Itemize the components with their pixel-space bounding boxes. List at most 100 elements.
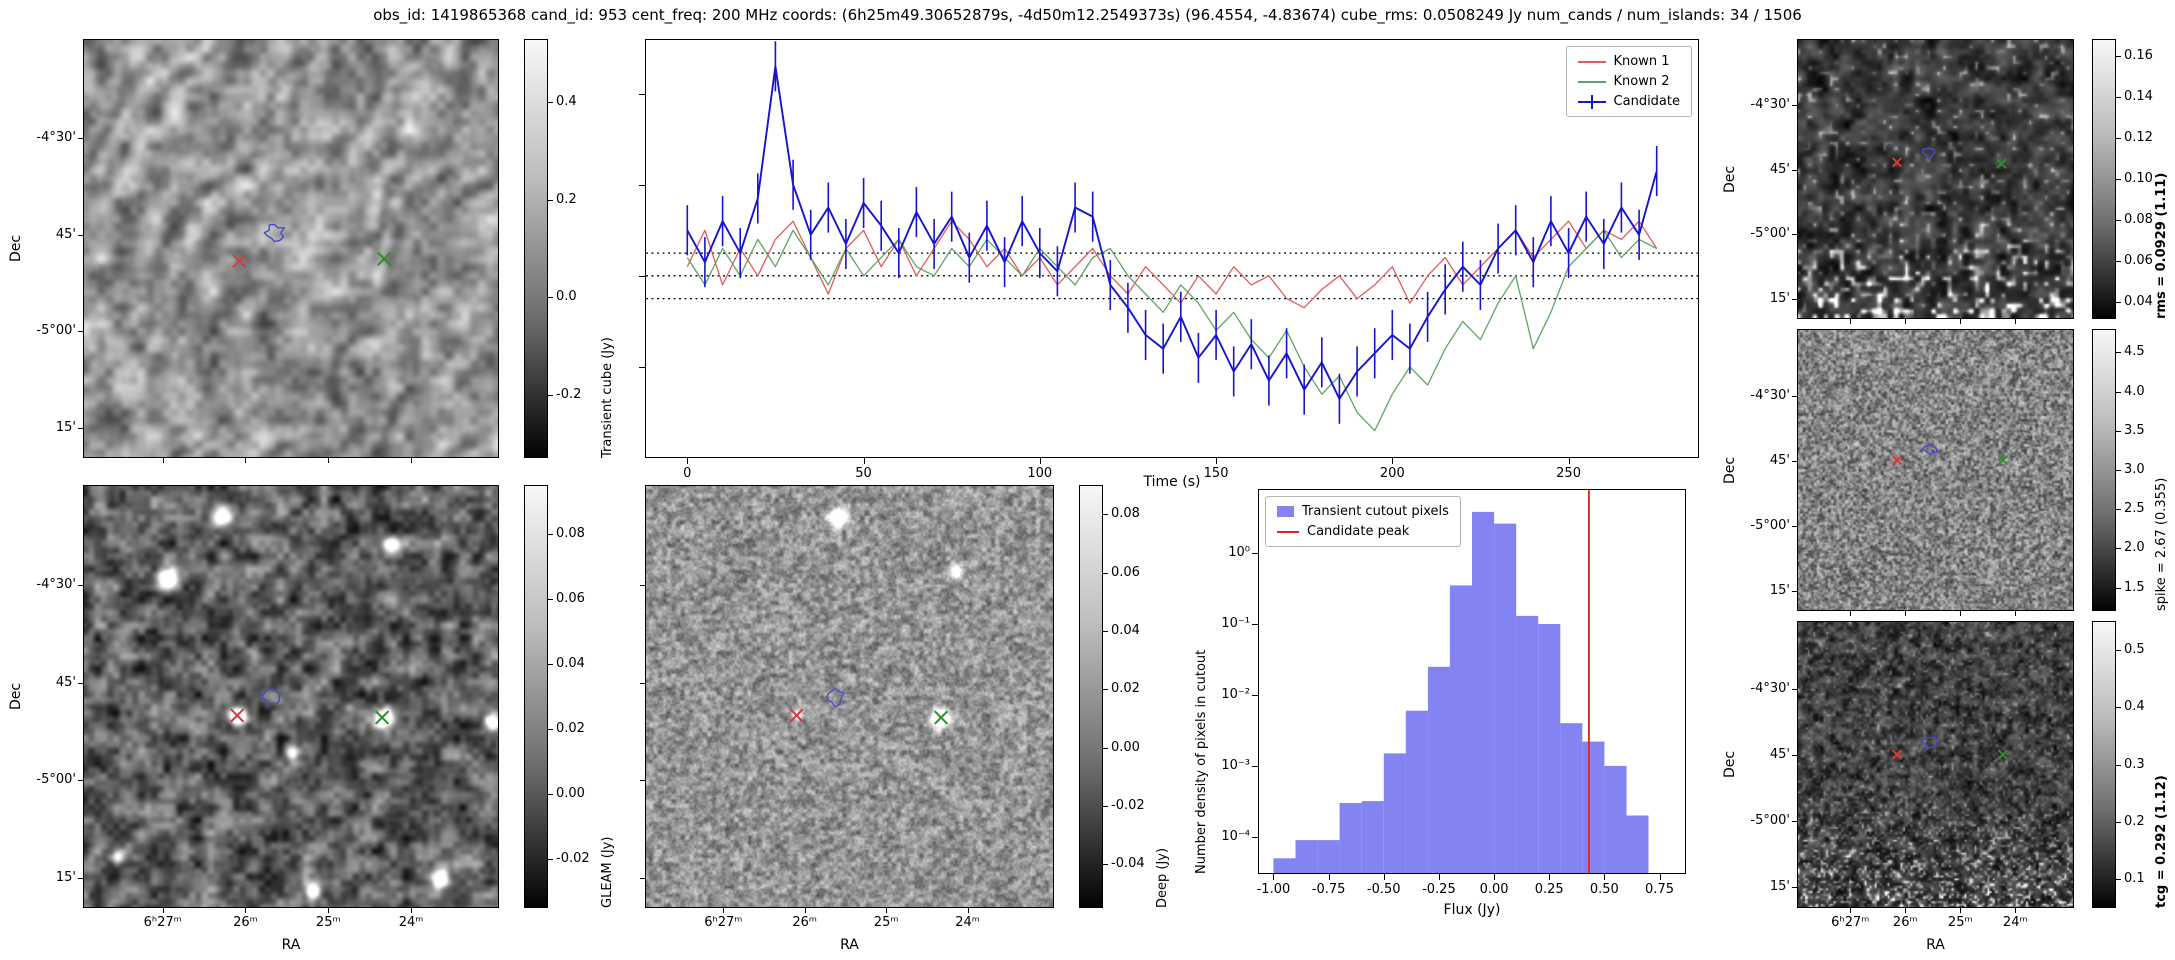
ra-tick-label: 26ᵐ <box>1892 915 1918 930</box>
lightcurve-xlabel: Time (s) <box>1143 474 1201 490</box>
rms-cutout-panel: Dec -4°30' 45' -5°00' 15' <box>1722 39 2074 324</box>
histogram-bar <box>1626 815 1649 873</box>
candidate-island-contour <box>260 688 281 705</box>
colorbar-tick-mark <box>2116 548 2121 550</box>
time-tick-label: 100 <box>1027 466 1053 481</box>
colorbar-gradient <box>524 485 548 908</box>
colorbar-tick-mark <box>2116 430 2121 432</box>
histogram-legend: Transient cutout pixels Candidate peak <box>1265 496 1461 547</box>
flux-tick-mark <box>1438 874 1440 880</box>
dec-tick-label: -4°30' <box>1750 97 1790 113</box>
histogram-bar <box>1604 765 1627 873</box>
dec-tick-label: -5°00' <box>1750 517 1790 533</box>
ra-tick-label: 25ᵐ <box>315 915 341 930</box>
ra-tick-label: 25ᵐ <box>1947 915 1973 930</box>
histogram-ylabel: Number density of pixels in cutout <box>1194 649 1209 874</box>
ra-tick-label: 26ᵐ <box>792 915 818 930</box>
gleam-markers-overlay <box>230 688 390 725</box>
colorbar-tick-mark <box>2116 179 2121 180</box>
green-x-marker <box>374 710 390 725</box>
ra-tick-mark <box>1850 318 1852 324</box>
time-tick-label: 0 <box>683 466 692 481</box>
histogram-bar <box>1273 858 1296 873</box>
rms-colorbar: rms = 0.0929 (1.11) 0.16 0.14 0.12 0.10 0.08… <box>2092 39 2169 319</box>
dec-tick-label: 45' <box>1769 747 1790 763</box>
flux-tick-mark <box>1328 874 1330 880</box>
candidate-island-contour <box>263 223 285 243</box>
ra-tick-mark <box>162 907 164 913</box>
rms-colorbar-label: rms = 0.0929 (1.11) <box>2154 172 2169 319</box>
colorbar-tick-mark <box>548 859 553 861</box>
flux-tick-label: -0.25 <box>1422 882 1456 897</box>
time-tick-label: 50 <box>855 466 872 481</box>
colorbar-tick-mark <box>2116 220 2121 222</box>
ra-tick-mark <box>245 457 247 463</box>
dec-tick-label: -4°30' <box>1750 387 1790 403</box>
spike-cutout-panel: Dec -4°30' 45' -5°00' 15' <box>1722 329 2074 616</box>
tcg-cutout-image <box>1798 622 2073 907</box>
histogram-bar <box>1361 801 1384 873</box>
time-tick-label: 250 <box>1556 466 1581 481</box>
transient-cutout-panel: Dec -4°30' 45' -5°00' 15' <box>8 39 499 463</box>
colorbar-tick-mark <box>2116 470 2121 471</box>
ra-tick-mark <box>967 907 969 913</box>
tcg-colorbar: tcg = 0.292 (1.12) 0.5 0.4 0.3 0.2 0.1 <box>2092 621 2169 908</box>
legend-label: Known 2 <box>1613 74 1670 89</box>
transient-colorbar-label: Transient cube (Jy) <box>600 337 615 458</box>
colorbar-tick-label: 0.08 <box>2124 212 2153 228</box>
candidate-island-contour <box>1921 736 1938 750</box>
flux-tick-mark <box>639 93 645 95</box>
legend-label: Candidate peak <box>1307 524 1410 539</box>
histogram-bar <box>1383 753 1406 873</box>
dec-tick-label: 45' <box>1769 452 1790 468</box>
colorbar-gradient <box>2092 621 2116 908</box>
colorbar-tick-mark <box>548 533 553 535</box>
colorbar-tick-label: -0.02 <box>1111 798 1145 814</box>
ra-tick-mark <box>1850 610 1852 616</box>
colorbar-tick-label: 4.5 <box>2124 344 2145 360</box>
deep-cutout-image <box>646 486 1053 907</box>
ra-tick-label: 25ᵐ <box>873 915 899 930</box>
ra-tick-label: 6ʰ27ᵐ <box>1831 915 1870 930</box>
dec-tick-mark <box>78 584 84 586</box>
colorbar-gradient <box>1079 485 1103 908</box>
histogram-bar <box>1317 840 1340 873</box>
colorbar-tick-mark <box>1103 747 1108 749</box>
colorbar-tick-label: 0.00 <box>556 786 585 802</box>
ra-tick-mark <box>1905 610 1907 616</box>
spike-colorbar: spike = 2.67 (0.355) 4.5 4.0 3.5 3.0 2.5 2.0 1… <box>2092 329 2169 611</box>
legend-entry-known1: Known 1 <box>1577 54 1680 69</box>
dec-tick-mark <box>78 234 84 236</box>
green-x-marker <box>1997 454 2009 466</box>
colorbar-tick-mark <box>2116 649 2121 651</box>
colorbar-tick-label: 4.0 <box>2124 383 2145 399</box>
histogram-bar <box>1560 723 1583 873</box>
ra-tick-mark <box>1960 610 1962 616</box>
colorbar-tick-label: 0.2 <box>2124 813 2145 829</box>
colorbar-tick-mark <box>548 663 553 665</box>
colorbar-tick-mark <box>548 794 553 796</box>
density-tick-label: 10⁻¹ <box>1221 616 1250 632</box>
rms-cutout-image <box>1798 40 2073 318</box>
dec-axis-label: Dec <box>8 234 24 263</box>
time-tick-mark <box>1216 458 1218 464</box>
dec-tick-label: -5°00' <box>1750 813 1790 829</box>
colorbar-tick-label: 0.12 <box>2124 129 2153 145</box>
green-x-marker <box>934 710 949 725</box>
density-tick-mark <box>1252 694 1258 696</box>
flux-tick-mark <box>1659 874 1661 880</box>
green-x-marker <box>377 251 392 267</box>
legend-entry-cutout-pixels: Transient cutout pixels <box>1277 504 1449 519</box>
colorbar-tick-mark <box>548 199 553 201</box>
transient-colorbar: Transient cube (Jy) 0.4 0.2 0.0 -0.2 <box>524 39 615 458</box>
colorbar-tick-label: 0.06 <box>2124 253 2153 269</box>
colorbar-tick-label: 0.4 <box>556 94 577 110</box>
colorbar-tick-mark <box>1103 514 1108 516</box>
flux-tick-mark <box>1273 874 1275 880</box>
colorbar-tick-label: 0.02 <box>556 721 585 737</box>
colorbar-tick-mark <box>548 297 553 299</box>
dec-tick-mark <box>1792 105 1798 107</box>
dec-axis-label: Dec <box>8 682 24 711</box>
dec-axis-label: Dec <box>1722 456 1738 484</box>
ra-tick-mark <box>1960 318 1962 324</box>
